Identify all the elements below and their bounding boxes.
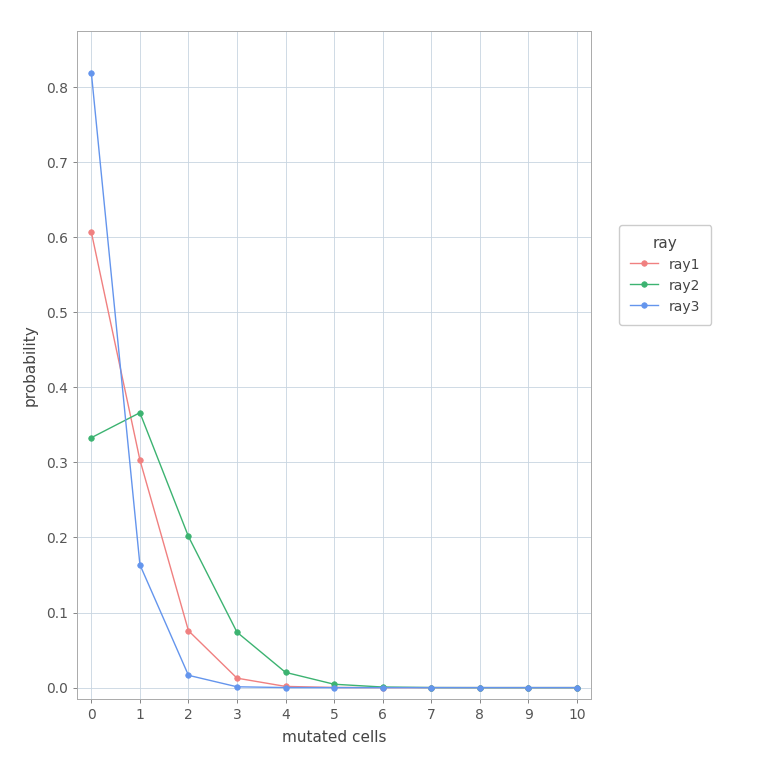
ray1 xyxy=(184,626,193,635)
ray2 xyxy=(87,433,96,442)
ray3 xyxy=(329,683,339,692)
ray2 xyxy=(378,683,387,692)
ray2 xyxy=(281,667,290,677)
Line: ray3: ray3 xyxy=(88,70,580,690)
ray3 xyxy=(233,682,242,691)
ray1 xyxy=(572,683,581,692)
ray1 xyxy=(135,455,144,465)
ray3 xyxy=(135,560,144,569)
ray3 xyxy=(426,683,435,692)
ray3 xyxy=(281,683,290,692)
ray2 xyxy=(184,532,193,541)
ray1 xyxy=(329,683,339,692)
ray2 xyxy=(233,627,242,637)
ray2 xyxy=(329,680,339,689)
Legend: ray1, ray2, ray3: ray1, ray2, ray3 xyxy=(619,225,711,325)
Y-axis label: probability: probability xyxy=(22,324,38,406)
ray1 xyxy=(524,683,533,692)
ray3 xyxy=(378,683,387,692)
ray2 xyxy=(524,683,533,692)
X-axis label: mutated cells: mutated cells xyxy=(282,730,386,745)
ray2 xyxy=(426,683,435,692)
ray3 xyxy=(475,683,485,692)
Line: ray1: ray1 xyxy=(88,230,580,690)
ray1 xyxy=(378,683,387,692)
ray2 xyxy=(475,683,485,692)
Line: ray2: ray2 xyxy=(88,410,580,690)
ray3 xyxy=(572,683,581,692)
ray3 xyxy=(184,670,193,680)
ray3 xyxy=(87,68,96,78)
ray1 xyxy=(281,682,290,691)
ray1 xyxy=(233,674,242,683)
ray1 xyxy=(87,227,96,237)
ray1 xyxy=(475,683,485,692)
ray2 xyxy=(572,683,581,692)
ray2 xyxy=(135,408,144,417)
ray1 xyxy=(426,683,435,692)
ray3 xyxy=(524,683,533,692)
